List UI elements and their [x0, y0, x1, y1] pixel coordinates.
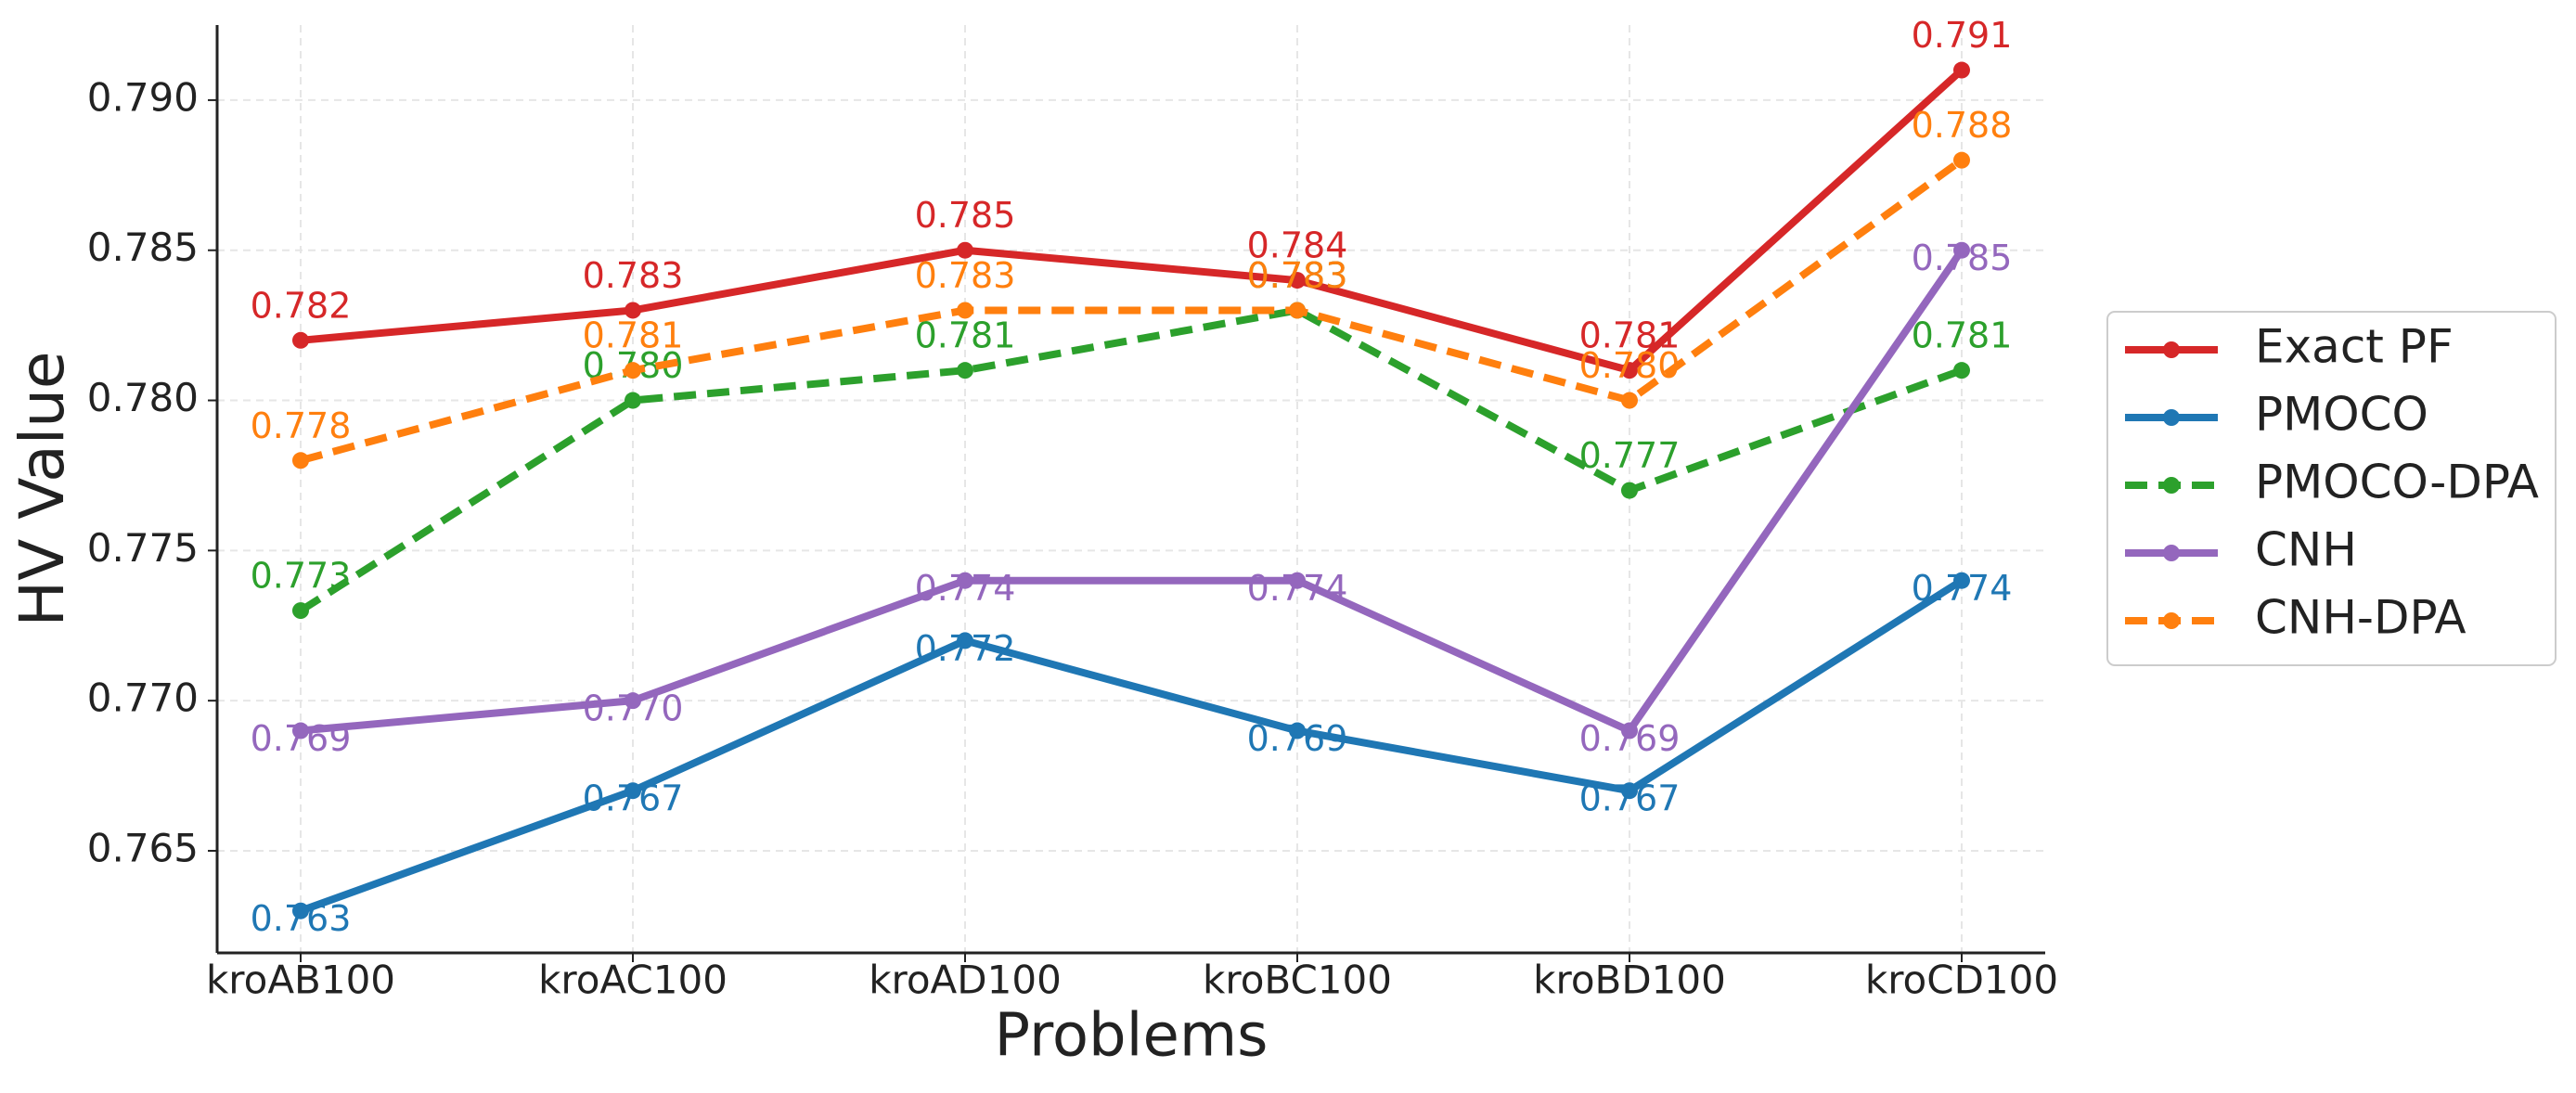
- value-label: 0.777: [1579, 435, 1681, 476]
- marker: [1621, 362, 1638, 379]
- marker: [1953, 151, 1970, 169]
- series: [292, 572, 1970, 919]
- marker: [1621, 392, 1638, 409]
- legend-marker: [2163, 341, 2180, 358]
- marker: [957, 632, 973, 649]
- value-label: 0.780: [1579, 345, 1681, 386]
- series: [292, 241, 1970, 739]
- marker: [1621, 782, 1638, 800]
- marker: [957, 572, 973, 589]
- value-label: 0.783: [1247, 255, 1348, 296]
- legend-label: PMOCO-DPA: [2255, 456, 2539, 509]
- legend-box: [2106, 311, 2557, 666]
- marker: [957, 362, 973, 379]
- y-tick-label: 0.780: [87, 375, 199, 420]
- marker: [625, 782, 641, 800]
- series: [292, 61, 1970, 379]
- value-label: 0.783: [583, 255, 684, 296]
- marker: [625, 302, 641, 319]
- marker: [625, 362, 641, 379]
- marker: [1953, 241, 1970, 259]
- marker: [1953, 362, 1970, 379]
- y-tick-label: 0.770: [87, 675, 199, 721]
- value-label: 0.774: [1912, 568, 2013, 609]
- marker: [1621, 722, 1638, 739]
- value-label: 0.781: [1579, 315, 1681, 356]
- marker: [1953, 572, 1970, 589]
- value-label: 0.769: [1579, 718, 1681, 759]
- x-tick-label: kroCD100: [1865, 958, 2058, 1003]
- value-label: 0.782: [251, 285, 352, 326]
- marker: [292, 722, 309, 739]
- series: [292, 302, 1970, 620]
- y-tick-label: 0.765: [87, 825, 199, 870]
- line: [300, 248, 1965, 735]
- legend-marker: [2163, 545, 2180, 561]
- legend: Exact PF PMOCO PMOCO-DPA CNH CNH-DPA: [2106, 311, 2557, 666]
- value-label: 0.778: [251, 405, 352, 446]
- marker: [1289, 572, 1306, 589]
- marker: [292, 452, 309, 469]
- value-label: 0.769: [251, 718, 352, 759]
- value-label: 0.791: [1912, 15, 2013, 56]
- marker: [1621, 482, 1638, 499]
- value-label: 0.773: [251, 556, 352, 597]
- value-label: 0.788: [1912, 105, 2013, 146]
- x-axis-label: Problems: [995, 1002, 1269, 1071]
- value-label: 0.769: [1247, 718, 1348, 759]
- value-label: 0.784: [1247, 225, 1348, 266]
- line: [298, 306, 1964, 614]
- marker: [1289, 272, 1306, 289]
- value-label: 0.767: [583, 778, 684, 819]
- value-label: 0.781: [1912, 315, 2013, 356]
- marker: [292, 902, 309, 919]
- legend-marker: [2163, 612, 2180, 629]
- value-label: 0.772: [915, 628, 1016, 669]
- x-tick-label: kroBC100: [1203, 958, 1392, 1003]
- value-label: 0.763: [251, 898, 352, 939]
- value-label: 0.781: [915, 315, 1016, 356]
- marker: [292, 602, 309, 620]
- value-label: 0.774: [1247, 568, 1348, 609]
- y-tick-label: 0.785: [87, 225, 199, 270]
- value-label: 0.785: [915, 195, 1016, 236]
- marker: [957, 302, 973, 319]
- legend-label: Exact PF: [2255, 320, 2454, 374]
- series: [292, 151, 1970, 469]
- marker: [957, 241, 973, 259]
- marker: [1953, 61, 1970, 79]
- legend-label: CNH-DPA: [2255, 591, 2467, 645]
- value-label: 0.770: [583, 688, 684, 729]
- marker: [625, 692, 641, 710]
- y-axis-label: HV Value: [6, 352, 78, 627]
- x-tick-label: kroBD100: [1533, 958, 1726, 1003]
- value-label: 0.767: [1579, 778, 1681, 819]
- marker: [1289, 722, 1306, 739]
- value-label: 0.783: [1247, 255, 1348, 296]
- legend-label: CNH: [2255, 523, 2357, 577]
- marker: [292, 331, 309, 349]
- legend-marker: [2163, 409, 2180, 426]
- value-label: 0.785: [1912, 238, 2013, 278]
- line: [299, 577, 1964, 915]
- y-tick-label: 0.790: [87, 74, 199, 120]
- x-tick-label: kroAB100: [206, 958, 395, 1003]
- value-label: 0.781: [583, 315, 684, 356]
- legend-label: PMOCO: [2255, 388, 2428, 442]
- y-tick-label: 0.775: [87, 525, 199, 571]
- value-label: 0.774: [915, 568, 1016, 609]
- line: [299, 157, 1964, 465]
- value-label: 0.783: [915, 255, 1016, 296]
- marker: [1289, 302, 1306, 319]
- marker: [625, 392, 641, 409]
- legend-marker: [2163, 477, 2180, 494]
- x-tick-label: kroAC100: [538, 958, 728, 1003]
- x-tick-label: kroAD100: [869, 958, 1062, 1003]
- line: [300, 67, 1964, 375]
